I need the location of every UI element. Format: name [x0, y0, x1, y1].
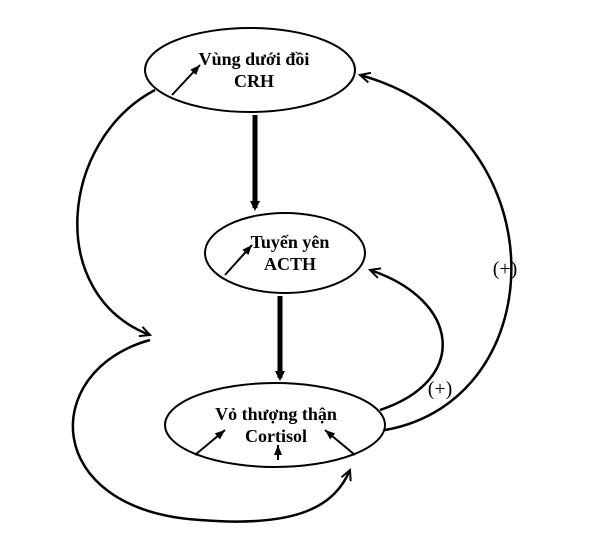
adrenal-line2: Cortisol: [245, 426, 307, 446]
pituitary-line2: ACTH: [264, 254, 316, 274]
node-adrenal: Vỏ thượng thận Cortisol: [165, 383, 385, 467]
feedback-right-upper: [360, 75, 511, 430]
node-hypothalamus: Vùng dưới đồi CRH: [145, 28, 355, 112]
hypothalamus-line2: CRH: [234, 71, 274, 91]
adrenal-line1: Vỏ thượng thận: [215, 404, 337, 424]
pituitary-line1: Tuyến yên: [251, 232, 330, 252]
feedback-label-upper: (+): [493, 258, 518, 280]
node-pituitary: Tuyến yên ACTH: [205, 213, 365, 293]
feedback-label-lower: (+): [428, 378, 453, 400]
feedback-left-upper: [77, 90, 155, 335]
hpa-axis-diagram: Vùng dưới đồi CRH Tuyến yên ACTH Vỏ thượ…: [0, 0, 600, 547]
hypothalamus-line1: Vùng dưới đồi: [199, 49, 310, 69]
